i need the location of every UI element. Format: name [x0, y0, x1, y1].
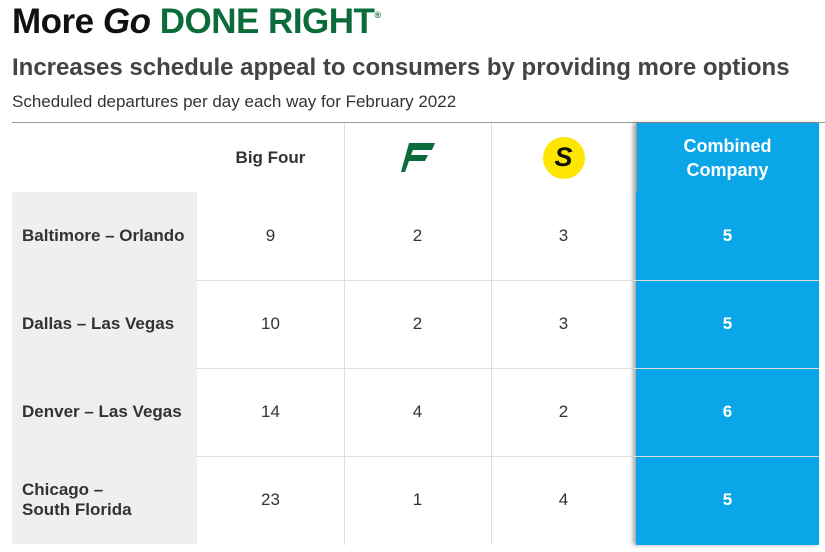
table-cell: 2: [412, 314, 423, 333]
divider: [636, 123, 637, 192]
table-cell: 5: [722, 490, 733, 509]
table-cell: 1: [412, 490, 423, 509]
row-divider: [12, 368, 819, 369]
row-divider: [12, 456, 819, 457]
combined-column: [636, 123, 819, 545]
registered-mark: ®: [374, 10, 381, 20]
frontier-logo: [344, 123, 491, 192]
table-cell: 4: [412, 402, 423, 421]
title: More Go DONE RIGHT®: [12, 2, 381, 42]
table-cell: 3: [558, 314, 569, 333]
title-done-right: DONE RIGHT: [159, 2, 375, 41]
table-cell: 2: [558, 402, 569, 421]
table-cell: 10: [261, 314, 280, 333]
table-cell: 2: [412, 226, 423, 245]
table-cell: 3: [558, 226, 569, 245]
frontier-icon: [400, 142, 435, 172]
spirit-badge: S: [542, 136, 585, 179]
caption: Scheduled departures per day each way fo…: [12, 92, 457, 111]
spirit-logo: S: [491, 123, 636, 192]
row-label: Dallas – Las Vegas: [12, 280, 197, 368]
table-cell: 23: [261, 490, 280, 509]
divider: [491, 123, 492, 545]
table-cell: 14: [261, 402, 280, 421]
divider: [344, 123, 345, 545]
row-divider: [12, 280, 819, 281]
row-label: Baltimore – Orlando: [12, 192, 197, 280]
column-header: Combined Company: [683, 135, 772, 180]
table-cell: 5: [722, 226, 733, 245]
title-more: More: [12, 2, 94, 41]
table-cell: 4: [558, 490, 569, 509]
subtitle: Increases schedule appeal to consumers b…: [12, 54, 790, 81]
table-cell: 9: [265, 226, 276, 245]
table: Big Four S Combined Company Baltimore – …: [12, 122, 825, 545]
title-go: Go: [102, 2, 151, 41]
row-label: Denver – Las Vegas: [12, 368, 197, 456]
column-header: Big Four: [235, 147, 306, 167]
row-label: Chicago – South Florida: [12, 456, 197, 544]
table-cell: 6: [722, 402, 733, 421]
table-cell: 5: [722, 314, 733, 333]
